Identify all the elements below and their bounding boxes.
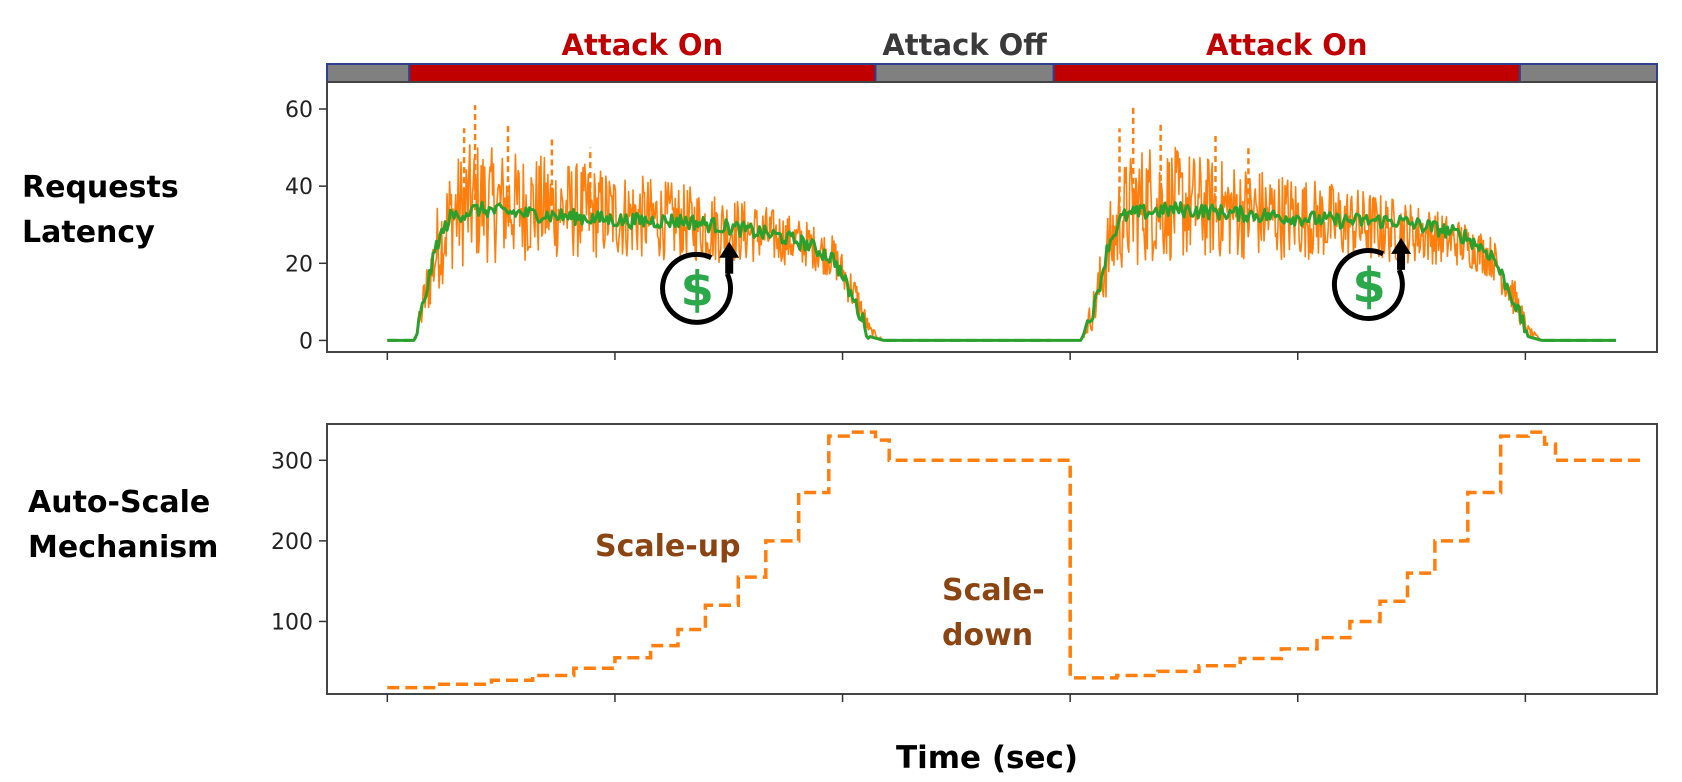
cost-icon-ring-0: [660, 251, 734, 325]
autoscale-row-label-line1: Auto-Scale: [28, 485, 210, 520]
latency-ytick-label-2: 40: [285, 175, 313, 200]
autoscale-plot-panel: 100 200 300: [271, 423, 1658, 702]
phase-segment-2: [874, 63, 1055, 83]
latency-row-label-line2: Latency: [22, 215, 155, 250]
x-axis-label: Time (sec): [896, 740, 1078, 776]
cost-icon-arrow-0: [719, 241, 740, 258]
phase-label-2: Attack Off: [882, 28, 1047, 62]
cost-icon-arrow-stem-0: [725, 255, 734, 274]
latency-ytick-label-3: 60: [285, 98, 313, 123]
autoscale-ytick-label-0: 100: [271, 610, 313, 635]
latency-ytick-label-0: 0: [299, 329, 313, 354]
attack-phase-bar: Attack On Attack Off Attack On: [326, 28, 1658, 83]
latency-ytick-label-1: 20: [285, 252, 313, 277]
cost-icon-dollar-0: $: [681, 262, 714, 318]
dollar-cost-increase-icon-1: $: [1331, 237, 1412, 321]
scale-down-annotation-line1: Scale-: [942, 573, 1045, 608]
cost-icons: $ $: [660, 237, 1412, 325]
autoscale-series: [387, 430, 1644, 690]
scale-up-annotation: Scale-up: [595, 529, 741, 564]
phase-label-3: Attack On: [1206, 28, 1368, 62]
phase-segment-3: [1052, 63, 1521, 83]
latency-series: [387, 105, 1616, 342]
phase-segment-0: [326, 63, 411, 83]
autoscale-ytick-label-1: 200: [271, 530, 313, 555]
latency-axis-ticks: 0 20 40 60: [285, 98, 1527, 360]
autoscale-ytick-label-2: 300: [271, 449, 313, 474]
autoscale-plot-frame: [326, 423, 1658, 695]
autoscale-instances-series: [387, 430, 1644, 690]
cost-icon-arrow-stem-1: [1397, 251, 1406, 270]
autoscale-axis-ticks: 100 200 300: [271, 449, 1527, 702]
dollar-cost-increase-icon-0: $: [660, 241, 740, 325]
phase-segment-4: [1518, 63, 1658, 83]
cost-icon-ring-1: [1331, 248, 1405, 321]
autoscale-row-label-line2: Mechanism: [28, 530, 218, 565]
phase-segment-1: [408, 63, 877, 83]
cost-icon-dollar-1: $: [1352, 258, 1385, 314]
latency-row-label-line1: Requests: [22, 170, 179, 205]
phase-label-1: Attack On: [562, 28, 724, 62]
cost-icon-arrow-1: [1391, 237, 1412, 254]
scale-down-annotation-line2: down: [942, 618, 1033, 653]
